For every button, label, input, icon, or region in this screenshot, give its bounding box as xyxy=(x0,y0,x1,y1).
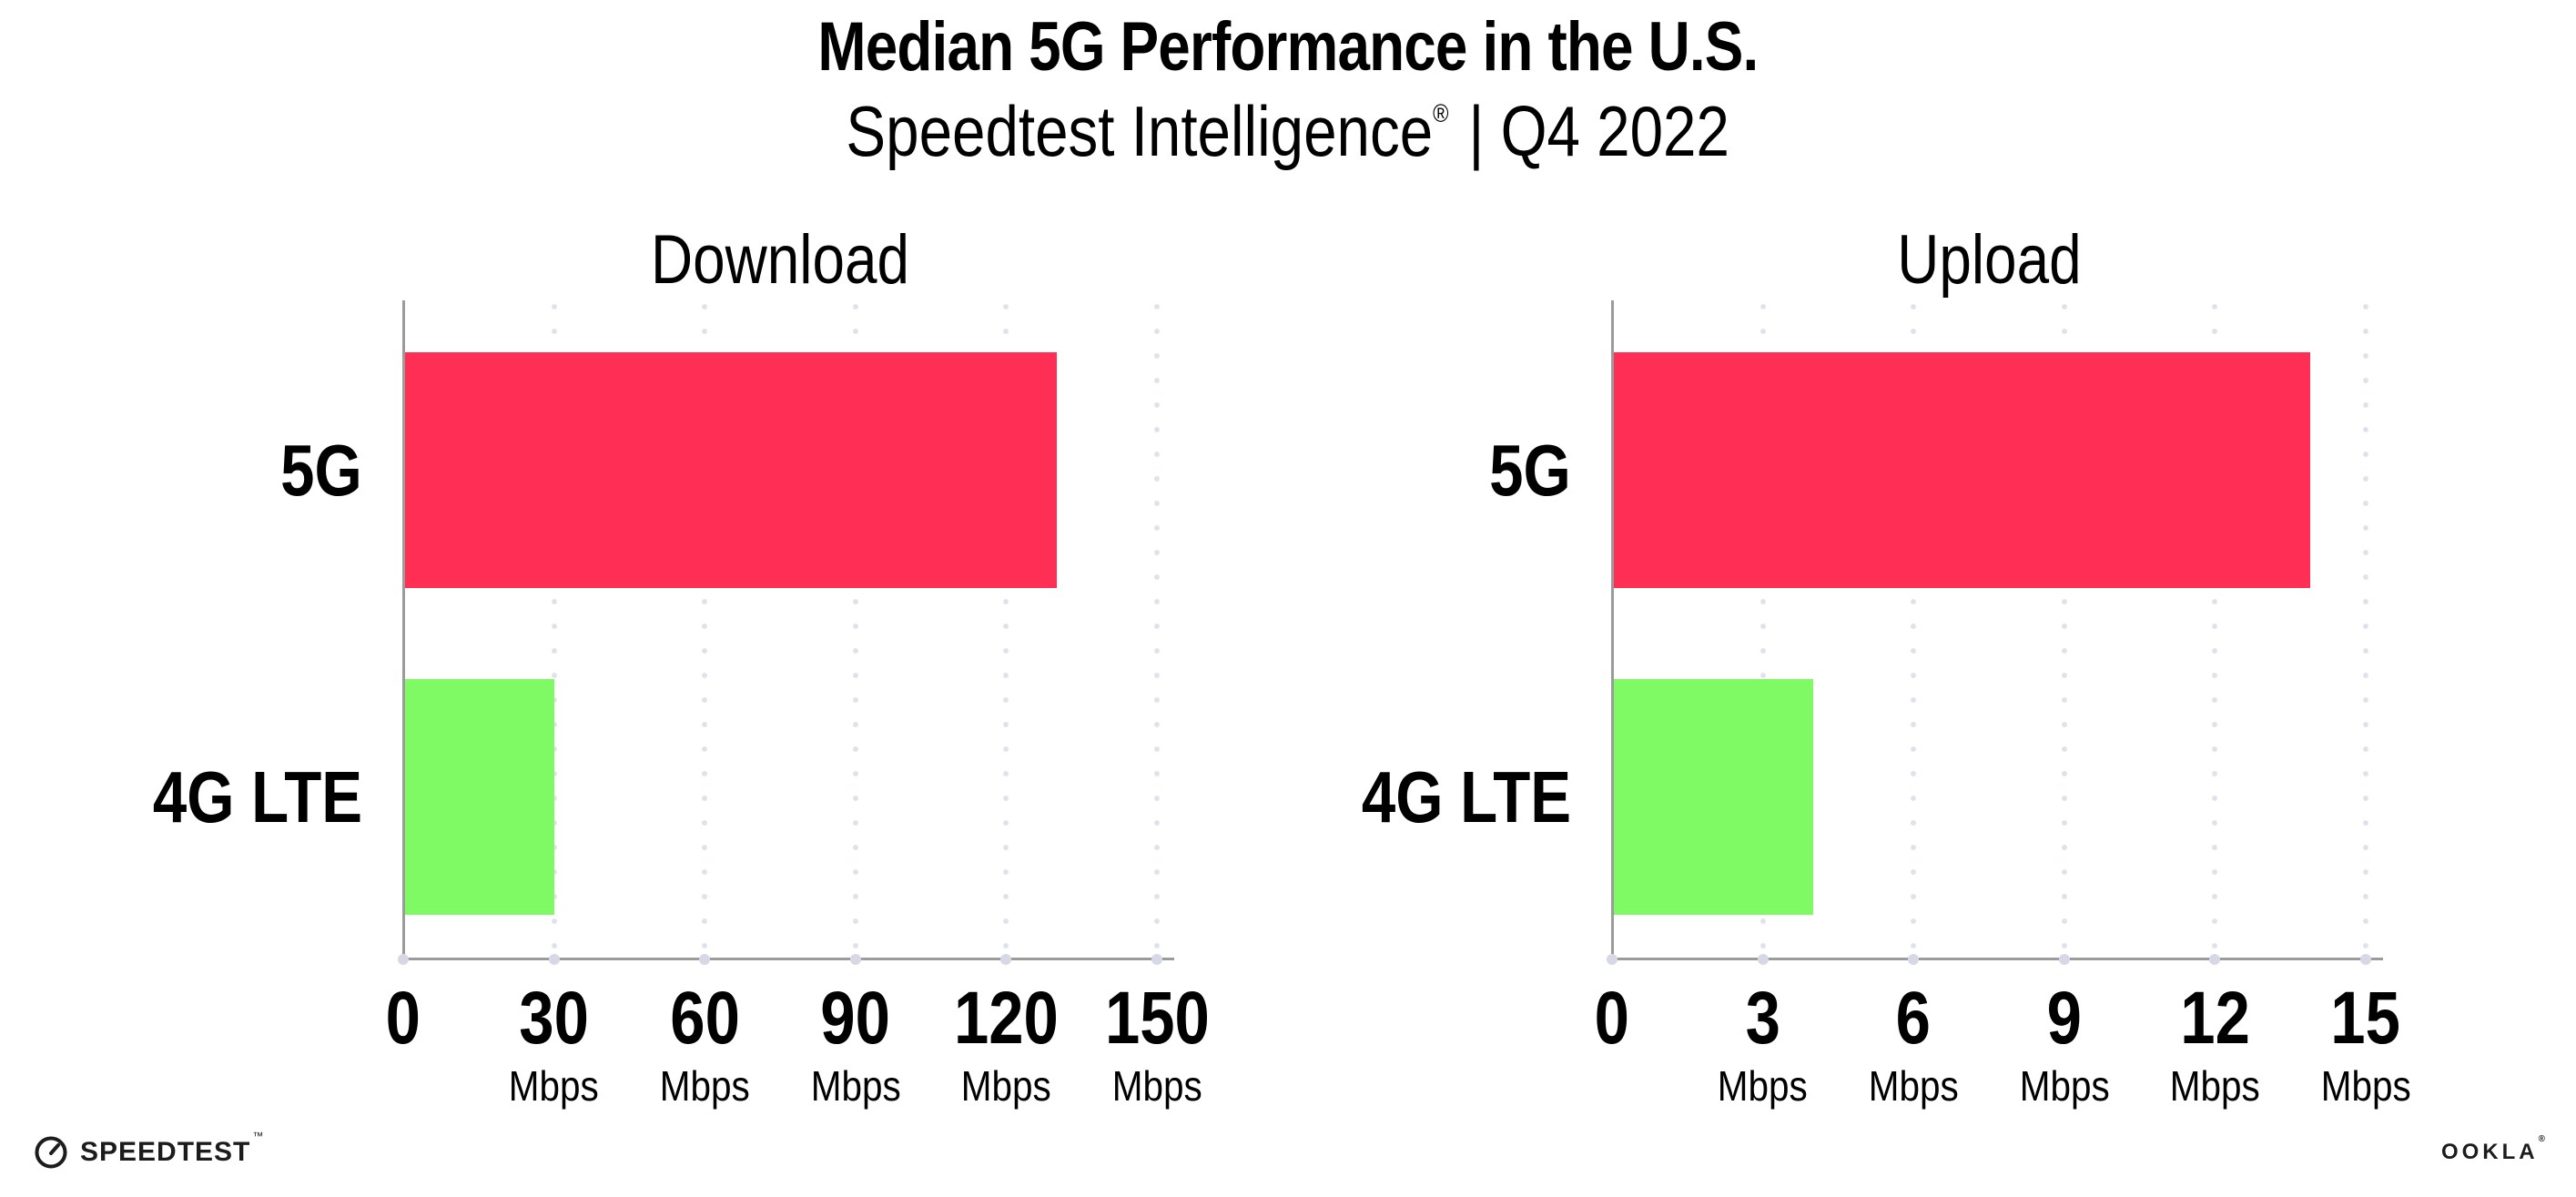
speedtest-logo: SPEEDTEST™ xyxy=(33,1130,265,1171)
gridline xyxy=(702,304,708,955)
upload-chart: Upload 0 3 Mbps 6 Mbps 9 Mbps 12 Mbps 15 Mbps 5G 4G … xyxy=(1362,221,2411,1107)
axis-tick-dot xyxy=(2058,954,2070,965)
registered-trademark-icon: ® xyxy=(2538,1134,2545,1144)
axis-tick-dot xyxy=(1151,954,1162,965)
gridline xyxy=(1154,304,1160,955)
x-tick-label: 3 Mbps xyxy=(1654,977,1872,1110)
x-tick-unit: Mbps xyxy=(1718,1062,1809,1110)
x-tick-unit: Mbps xyxy=(2320,1062,2411,1110)
axis-tick-dot xyxy=(1757,954,1769,965)
gridline xyxy=(1003,304,1009,955)
subtitle-period: | Q4 2022 xyxy=(1468,91,1730,171)
x-tick-value: 120 xyxy=(953,977,1059,1060)
x-tick-value: 90 xyxy=(820,977,891,1060)
x-tick-unit: Mbps xyxy=(960,1062,1051,1110)
x-tick-label: 6 Mbps xyxy=(1804,977,2023,1110)
bar-4g-lte xyxy=(403,679,554,915)
axis-tick-dot xyxy=(398,954,409,965)
axis-tick-dot xyxy=(849,954,861,965)
x-tick-value: 9 xyxy=(2046,977,2082,1060)
x-tick-value: 60 xyxy=(669,977,740,1060)
gridline xyxy=(1911,304,1917,955)
category-label-4g-lte: 4G LTE xyxy=(1361,756,1571,837)
x-tick-unit: Mbps xyxy=(2019,1062,2110,1110)
gridline xyxy=(1760,304,1766,955)
y-axis-line xyxy=(402,300,405,959)
x-tick-value: 150 xyxy=(1104,977,1210,1060)
x-tick-unit: Mbps xyxy=(1111,1062,1202,1110)
x-tick-label: 9 Mbps xyxy=(1955,977,2174,1110)
gridline xyxy=(2061,304,2067,955)
x-tick-value: 12 xyxy=(2180,977,2250,1060)
y-axis-line xyxy=(1611,300,1614,959)
x-tick-label: 0 xyxy=(1503,981,1721,1056)
x-tick-unit: Mbps xyxy=(2169,1062,2260,1110)
ookla-wordmark: OOKLA xyxy=(2440,1140,2539,1164)
x-tick-value: 0 xyxy=(1594,977,1630,1060)
axis-tick-dot xyxy=(1000,954,1012,965)
x-tick-label: 120 Mbps xyxy=(897,977,1115,1110)
gridline xyxy=(551,304,557,955)
x-tick-unit: Mbps xyxy=(509,1062,600,1110)
gridline xyxy=(852,304,858,955)
x-tick-value: 15 xyxy=(2330,977,2401,1060)
category-label-4g-lte: 4G LTE xyxy=(152,756,362,837)
trademark-icon: ™ xyxy=(252,1130,265,1142)
bar-5g xyxy=(403,352,1057,588)
download-chart: Download 0 30 Mbps 60 Mbps 90 Mbps 120 Mbps 150 Mb… xyxy=(153,221,1210,1107)
axis-tick-dot xyxy=(548,954,560,965)
x-tick-value: 3 xyxy=(1745,977,1780,1060)
x-tick-value: 30 xyxy=(519,977,589,1060)
upload-chart-title: Upload xyxy=(1896,221,2082,299)
axis-tick-dot xyxy=(699,954,711,965)
gridline xyxy=(2363,304,2368,955)
x-tick-value: 6 xyxy=(1896,977,1932,1060)
speedtest-gauge-icon xyxy=(35,1136,67,1169)
x-tick-label: 12 Mbps xyxy=(2105,977,2324,1110)
x-tick-label: 0 xyxy=(294,981,512,1056)
download-chart-title: Download xyxy=(651,221,909,299)
x-axis-line xyxy=(402,958,1174,960)
axis-tick-dot xyxy=(1607,954,1618,965)
page-subtitle: Speedtest Intelligence® | Q4 2022 xyxy=(0,94,2576,169)
x-tick-label: 60 Mbps xyxy=(595,977,814,1110)
ookla-logo: OOKLA® xyxy=(2440,1134,2545,1165)
x-tick-label: 30 Mbps xyxy=(445,977,664,1110)
category-label-5g: 5G xyxy=(1489,429,1571,511)
x-tick-unit: Mbps xyxy=(659,1062,750,1110)
x-tick-label: 15 Mbps xyxy=(2257,977,2475,1110)
x-tick-label: 150 Mbps xyxy=(1048,977,1266,1110)
x-tick-unit: Mbps xyxy=(1868,1062,1959,1110)
bar-5g xyxy=(1612,352,2311,588)
gridline xyxy=(2212,304,2218,955)
x-tick-unit: Mbps xyxy=(810,1062,901,1110)
axis-tick-dot xyxy=(2209,954,2221,965)
x-tick-value: 0 xyxy=(385,977,421,1060)
axis-tick-dot xyxy=(1908,954,1920,965)
x-axis-line xyxy=(1611,958,2383,960)
page-title: Median 5G Performance in the U.S. xyxy=(817,8,1759,86)
x-tick-label: 90 Mbps xyxy=(746,977,965,1110)
axis-tick-dot xyxy=(2360,954,2371,965)
category-label-5g: 5G xyxy=(280,429,362,511)
bar-4g-lte xyxy=(1612,679,1813,915)
subtitle-brand: Speedtest Intelligence xyxy=(846,91,1434,171)
registered-trademark-icon: ® xyxy=(1433,99,1449,127)
speedtest-wordmark: SPEEDTEST™ xyxy=(80,1130,265,1167)
